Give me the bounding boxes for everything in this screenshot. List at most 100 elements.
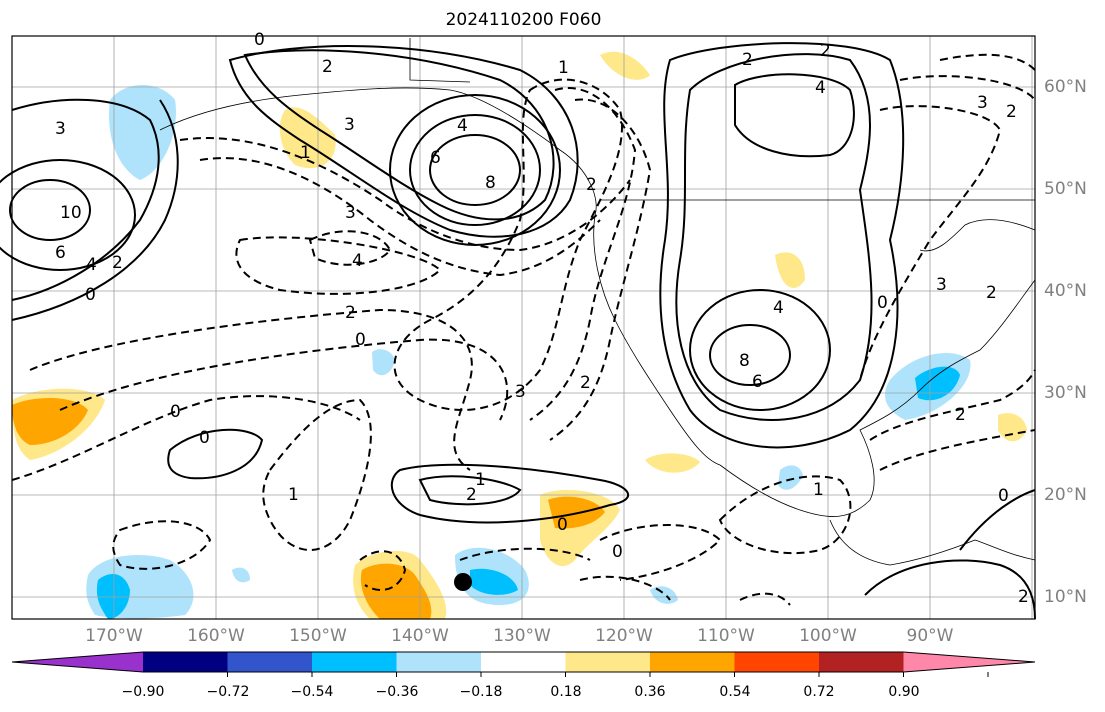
colorbar-tick-label: 0.36 xyxy=(634,684,666,700)
lat-label: 10°N xyxy=(1044,587,1087,607)
shade-yellow-utah xyxy=(775,252,805,288)
lon-label: 120°W xyxy=(595,626,653,646)
lon-label: 110°W xyxy=(697,626,755,646)
storm-center-marker xyxy=(454,573,472,591)
contour-label: 2 xyxy=(955,405,966,425)
colorbar-extend-high xyxy=(903,652,1035,672)
lon-label: 170°W xyxy=(85,626,143,646)
shade-blue-gulf-core xyxy=(915,366,960,401)
lon-label: 130°W xyxy=(493,626,551,646)
colorbar-segment xyxy=(143,652,228,672)
contour-labels: 0 2 1 2 4 3 1 3 4 8 6 10 6 4 2 0 3 4 2 0… xyxy=(55,30,1029,607)
colorbar-tick-label: 0.72 xyxy=(803,684,835,700)
contours-solid xyxy=(0,42,1036,620)
contour-label: 1 xyxy=(558,58,569,78)
contour-label: 3 xyxy=(344,115,355,135)
lat-label: 20°N xyxy=(1044,485,1087,505)
contour-label: 4 xyxy=(86,255,97,275)
colorbar-tick-label: 0.18 xyxy=(550,684,582,700)
colorbar-segment xyxy=(481,652,566,672)
colorbar-tick-label: −0.72 xyxy=(206,684,250,700)
colorbar xyxy=(11,651,1036,677)
colorbar-tick-label: −0.54 xyxy=(290,684,334,700)
shade-yellow-north xyxy=(600,51,650,80)
contour-label: 4 xyxy=(457,116,468,136)
contour-label: 1 xyxy=(475,470,486,490)
contour-label: 4 xyxy=(815,78,826,98)
colorbar-tick-label: −0.18 xyxy=(459,684,503,700)
lon-label: 140°W xyxy=(391,626,449,646)
contour-label: 4 xyxy=(352,251,363,271)
map-title: 2024110200 F060 xyxy=(445,10,602,30)
contour-label: 3 xyxy=(936,275,947,295)
colorbar-segment xyxy=(227,652,313,672)
contour-label: 2 xyxy=(986,283,997,303)
colorbar-extend-low xyxy=(12,652,143,672)
lon-label: 150°W xyxy=(289,626,347,646)
contour-label: 0 xyxy=(85,285,96,305)
colorbar-tick-label: −0.36 xyxy=(375,684,419,700)
lon-label: 90°W xyxy=(906,626,954,646)
colorbar-outline xyxy=(11,651,1036,673)
contour-label: 2 xyxy=(586,175,597,195)
shade-orange-south xyxy=(360,563,432,619)
contour-label: 1 xyxy=(288,485,299,505)
shaded-regions xyxy=(12,51,1027,619)
contour-label: 6 xyxy=(430,148,441,168)
shade-blue-small-4 xyxy=(232,567,250,583)
contour-label: 3 xyxy=(55,119,66,139)
colorbar-segment xyxy=(650,652,735,672)
contour-label: 2 xyxy=(466,485,477,505)
colorbar-segment xyxy=(565,652,651,672)
gridlines xyxy=(12,36,1035,619)
contour-label: 2 xyxy=(322,57,333,77)
contour-label: 0 xyxy=(612,542,623,562)
lat-label: 30°N xyxy=(1044,383,1087,403)
lat-label: 40°N xyxy=(1044,281,1087,301)
contour-label: 2 xyxy=(112,253,123,273)
contour-label: 1 xyxy=(813,480,824,500)
colorbar-segment xyxy=(734,652,820,672)
shade-blue-south-center-core xyxy=(470,568,518,595)
contour-label: 3 xyxy=(345,203,356,223)
contour-label: 2 xyxy=(1018,587,1029,607)
colorbar-tick-label: −0.90 xyxy=(121,684,165,700)
contour-label: 3 xyxy=(515,382,526,402)
shade-blue-small-3 xyxy=(650,586,678,604)
shade-blue-small-1 xyxy=(372,349,395,376)
lat-label: 60°N xyxy=(1044,77,1087,97)
contour-label: 10 xyxy=(60,203,82,223)
contour-label: 1 xyxy=(300,143,311,163)
contour-label: 8 xyxy=(485,173,496,193)
shade-blue-southwest-core xyxy=(96,574,130,619)
contour-label: 0 xyxy=(170,402,181,422)
lon-label: 100°W xyxy=(799,626,857,646)
contour-label: 2 xyxy=(820,41,831,61)
contour-label: 0 xyxy=(355,330,366,350)
contour-label: 8 xyxy=(739,351,750,371)
contour-label: 2 xyxy=(1006,102,1017,122)
shade-yellow-small-gulf xyxy=(998,413,1027,442)
lon-label: 160°W xyxy=(187,626,245,646)
contour-label: 0 xyxy=(877,293,888,313)
contour-label: 0 xyxy=(557,515,568,535)
shade-orange-hawaii xyxy=(12,398,88,445)
contour-label: 6 xyxy=(55,243,66,263)
coastlines xyxy=(159,38,1036,566)
contour-label: 4 xyxy=(773,298,784,318)
colorbar-tick-label: 0.54 xyxy=(719,684,751,700)
contour-label: 0 xyxy=(998,486,1009,506)
shade-blue-small-2 xyxy=(778,465,803,490)
lat-label: 50°N xyxy=(1044,179,1087,199)
contour-label: 0 xyxy=(199,428,210,448)
contour-label: 2 xyxy=(345,303,356,323)
contour-label: 3 xyxy=(977,93,988,113)
contour-label: 2 xyxy=(580,373,591,393)
colorbar-tick-label: 0.90 xyxy=(888,684,920,700)
shade-yellow-baja xyxy=(645,453,700,473)
colorbar-segment xyxy=(819,652,904,672)
contour-label: 2 xyxy=(742,50,753,70)
colorbar-segment xyxy=(312,652,397,672)
contour-label: 6 xyxy=(752,372,763,392)
